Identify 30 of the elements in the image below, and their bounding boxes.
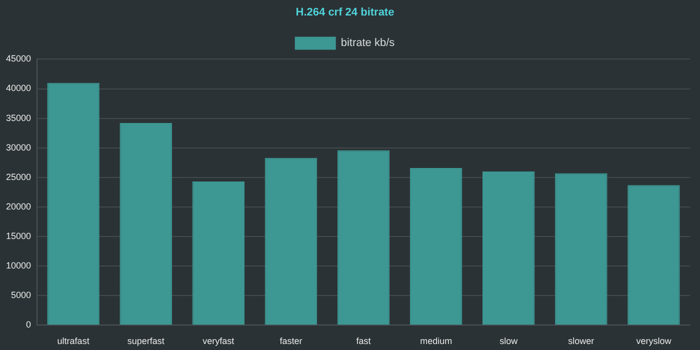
y-tick-label: 35000 (6, 112, 32, 123)
x-tick-label: faster (280, 336, 302, 346)
y-tick-label: 20000 (6, 201, 32, 212)
x-tick-label: slower (568, 336, 594, 346)
x-tick-label: veryslow (636, 336, 672, 346)
x-tick-label: superfast (127, 336, 165, 346)
x-tick-label: fast (356, 336, 372, 346)
y-tick-label: 25000 (6, 172, 32, 182)
y-tick-label: 15000 (6, 231, 32, 242)
y-tick-label: 45000 (6, 54, 32, 64)
y-tick-label: 0 (26, 320, 32, 330)
bar (47, 82, 100, 325)
bar (555, 173, 608, 325)
bar (120, 123, 172, 325)
bar (264, 158, 318, 325)
y-tick-label: 5000 (10, 290, 32, 300)
bar (410, 168, 462, 325)
bar (192, 182, 245, 325)
y-tick-label: 10000 (6, 260, 32, 271)
x-tick-label: ultrafast (57, 336, 90, 346)
bar (482, 172, 535, 325)
x-tick-label: medium (420, 336, 452, 346)
x-tick-label: veryfast (202, 336, 235, 346)
x-tick-label: slow (500, 336, 518, 346)
y-tick-label: 40000 (6, 83, 32, 94)
chart-title: H.264 crf 24 bitrate (296, 6, 394, 19)
bar (628, 185, 680, 325)
y-tick-label: 30000 (6, 142, 32, 152)
bar (337, 150, 390, 325)
legend-label: bitrate kb/s (340, 37, 396, 50)
